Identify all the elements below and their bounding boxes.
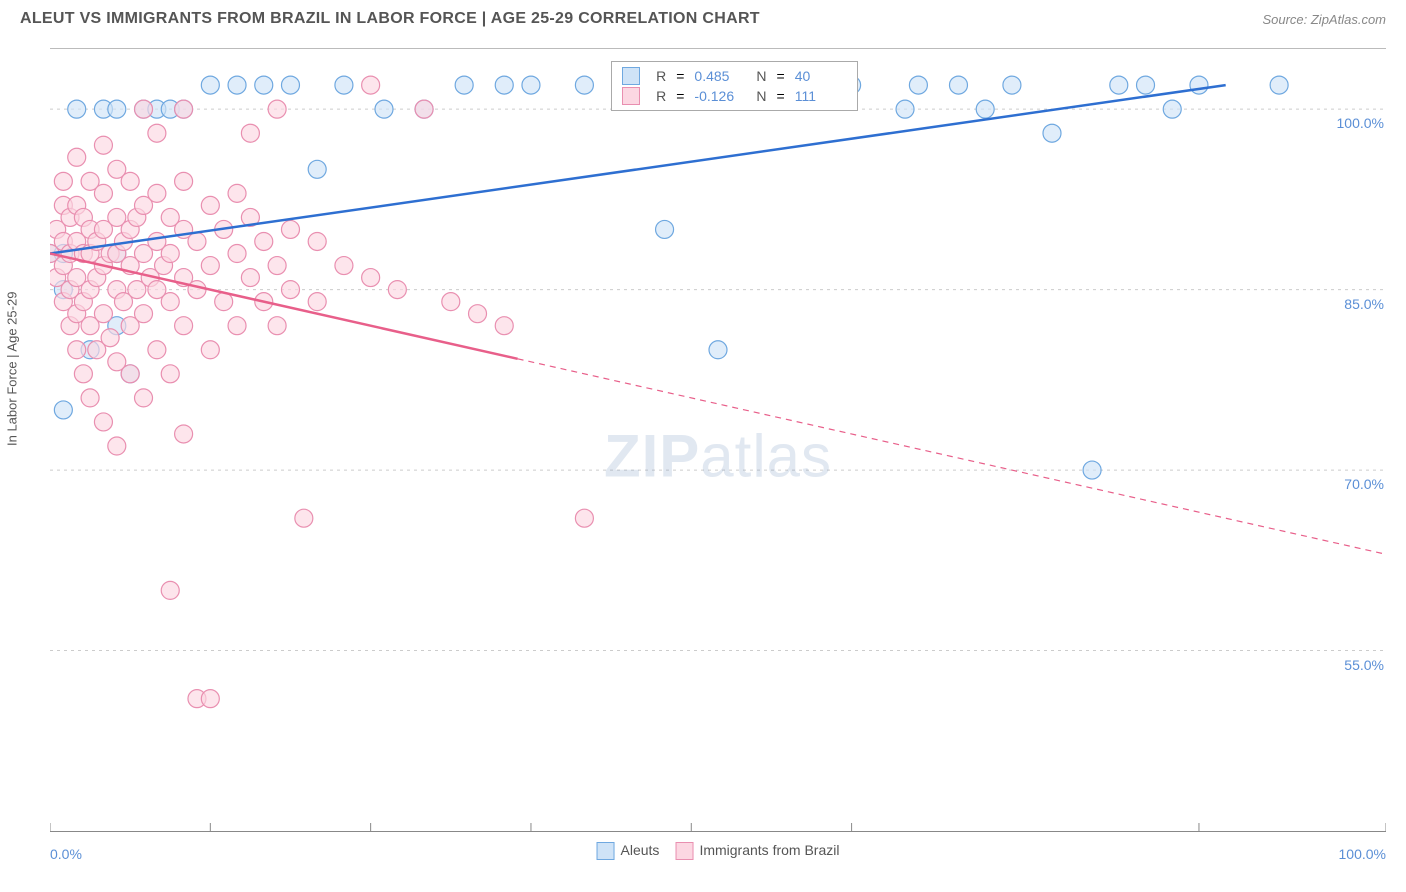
y-tick-label: 70.0% [1344, 476, 1388, 492]
legend-item: Immigrants from Brazil [675, 842, 839, 860]
title-bar: ALEUT VS IMMIGRANTS FROM BRAZIL IN LABOR… [0, 0, 1406, 34]
legend: Aleuts Immigrants from Brazil [597, 842, 840, 860]
x-axis-min-label: 0.0% [50, 846, 82, 862]
y-tick-label: 55.0% [1344, 657, 1388, 673]
y-tick-label: 100.0% [1337, 115, 1388, 131]
correlation-stats-box: R=0.485N=40R=-0.126N=111 [611, 61, 858, 111]
series-swatch [622, 67, 640, 85]
x-axis-bar: 0.0% Aleuts Immigrants from Brazil 100.0% [50, 836, 1386, 876]
stat-row: R=0.485N=40 [622, 66, 847, 86]
x-axis-max-label: 100.0% [1339, 846, 1386, 862]
series-swatch [622, 87, 640, 105]
legend-swatch [597, 842, 615, 860]
legend-swatch [675, 842, 693, 860]
chart-title: ALEUT VS IMMIGRANTS FROM BRAZIL IN LABOR… [20, 10, 760, 28]
y-tick-label: 85.0% [1344, 296, 1388, 312]
chart-area: ZIPatlas R=0.485N=40R=-0.126N=111 55.0%7… [50, 48, 1386, 832]
source-label: Source: ZipAtlas.com [1262, 12, 1386, 27]
scatter-plot [50, 49, 1386, 831]
y-axis-label: In Labor Force | Age 25-29 [5, 292, 20, 446]
stat-row: R=-0.126N=111 [622, 86, 847, 106]
legend-item: Aleuts [597, 842, 660, 860]
